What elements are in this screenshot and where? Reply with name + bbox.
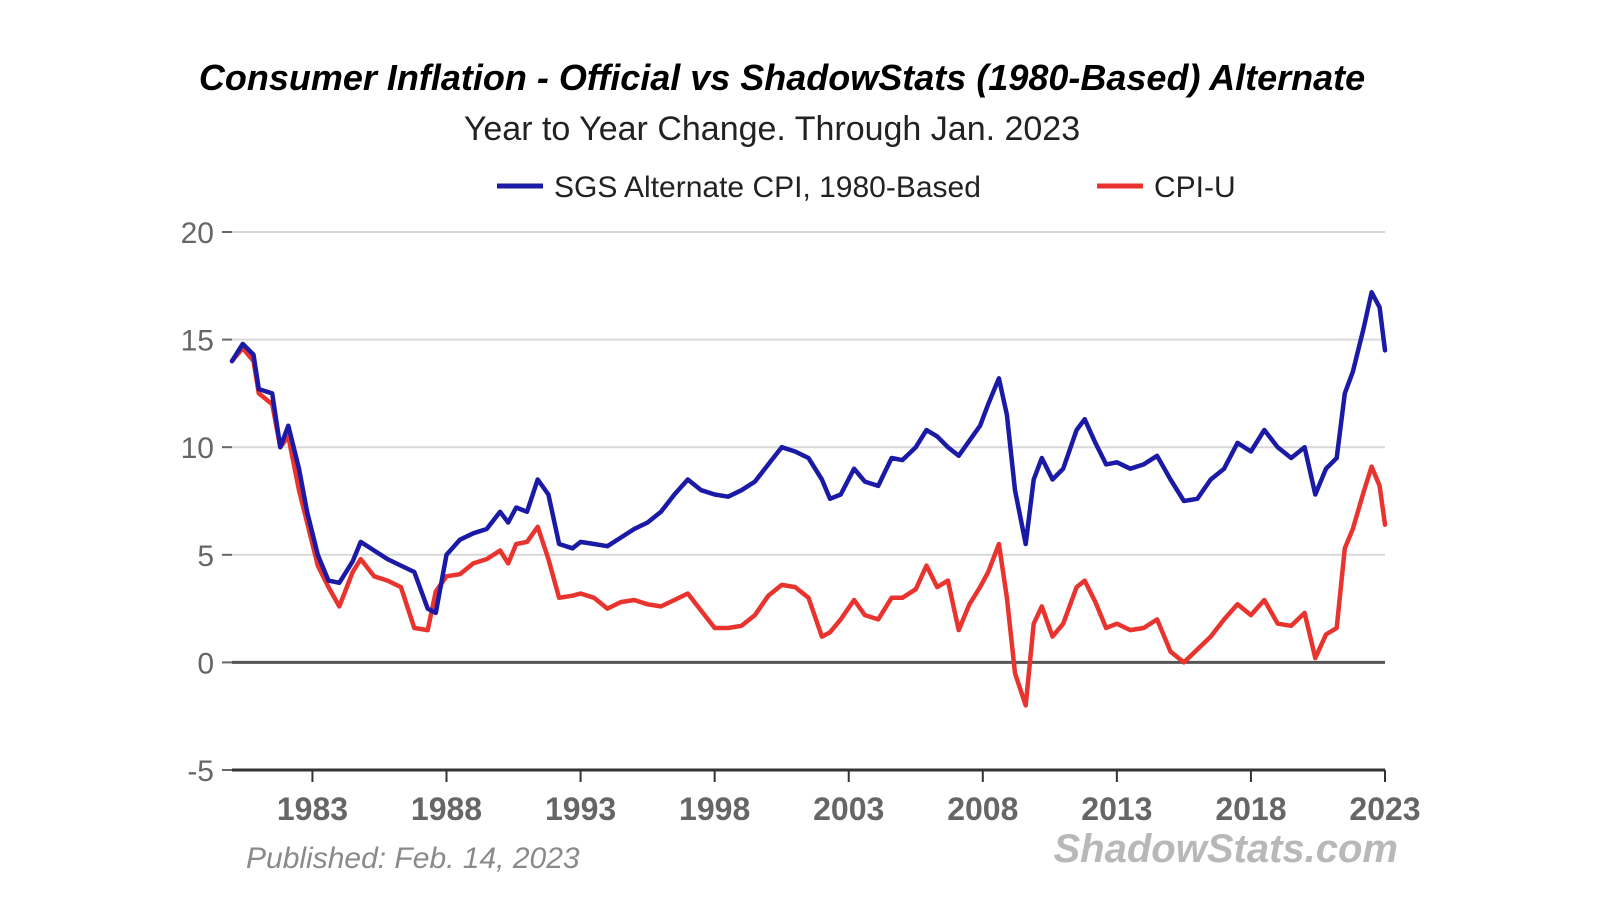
gridlines <box>232 231 1385 664</box>
legend-label-cpiu: CPI-U <box>1154 171 1236 204</box>
legend-label-sgs: SGS Alternate CPI, 1980-Based <box>554 171 981 204</box>
x-tick-label: 1983 <box>277 791 348 827</box>
x-tick-label: 2003 <box>813 791 884 827</box>
series-line-cpi-u <box>229 345 1388 708</box>
shadowstats-watermark: ShadowStats.com <box>1053 827 1398 871</box>
x-axis: 1983 1988 1993 1998 2003 2008 2013 2018 2023 <box>232 768 1421 827</box>
x-tick-label: 2008 <box>947 791 1018 827</box>
x-tick-label: 2018 <box>1215 791 1286 827</box>
x-tick-label: 1993 <box>545 791 616 827</box>
x-tick-label: 2023 <box>1349 791 1420 827</box>
y-tick-label: 5 <box>197 540 214 573</box>
y-tick-label: 15 <box>181 325 214 358</box>
series-line-sgs-alternate-cpi <box>229 290 1388 616</box>
chart-title: Consumer Inflation - Official vs ShadowS… <box>199 57 1365 98</box>
x-tick-label: 1998 <box>679 791 750 827</box>
y-tick-label: 10 <box>181 432 214 465</box>
published-date: Published: Feb. 14, 2023 <box>246 842 580 875</box>
y-axis: 20 15 10 5 0 -5 <box>181 217 232 788</box>
series-lines <box>229 290 1388 708</box>
chart-subtitle: Year to Year Change. Through Jan. 2023 <box>464 110 1080 148</box>
x-tick-label: 2013 <box>1081 791 1152 827</box>
y-tick-label: 0 <box>197 647 214 680</box>
y-tick-label: 20 <box>181 217 214 250</box>
y-tick-label: -5 <box>187 755 214 788</box>
legend: SGS Alternate CPI, 1980-Based CPI-U <box>497 171 1236 204</box>
x-tick-label: 1988 <box>411 791 482 827</box>
